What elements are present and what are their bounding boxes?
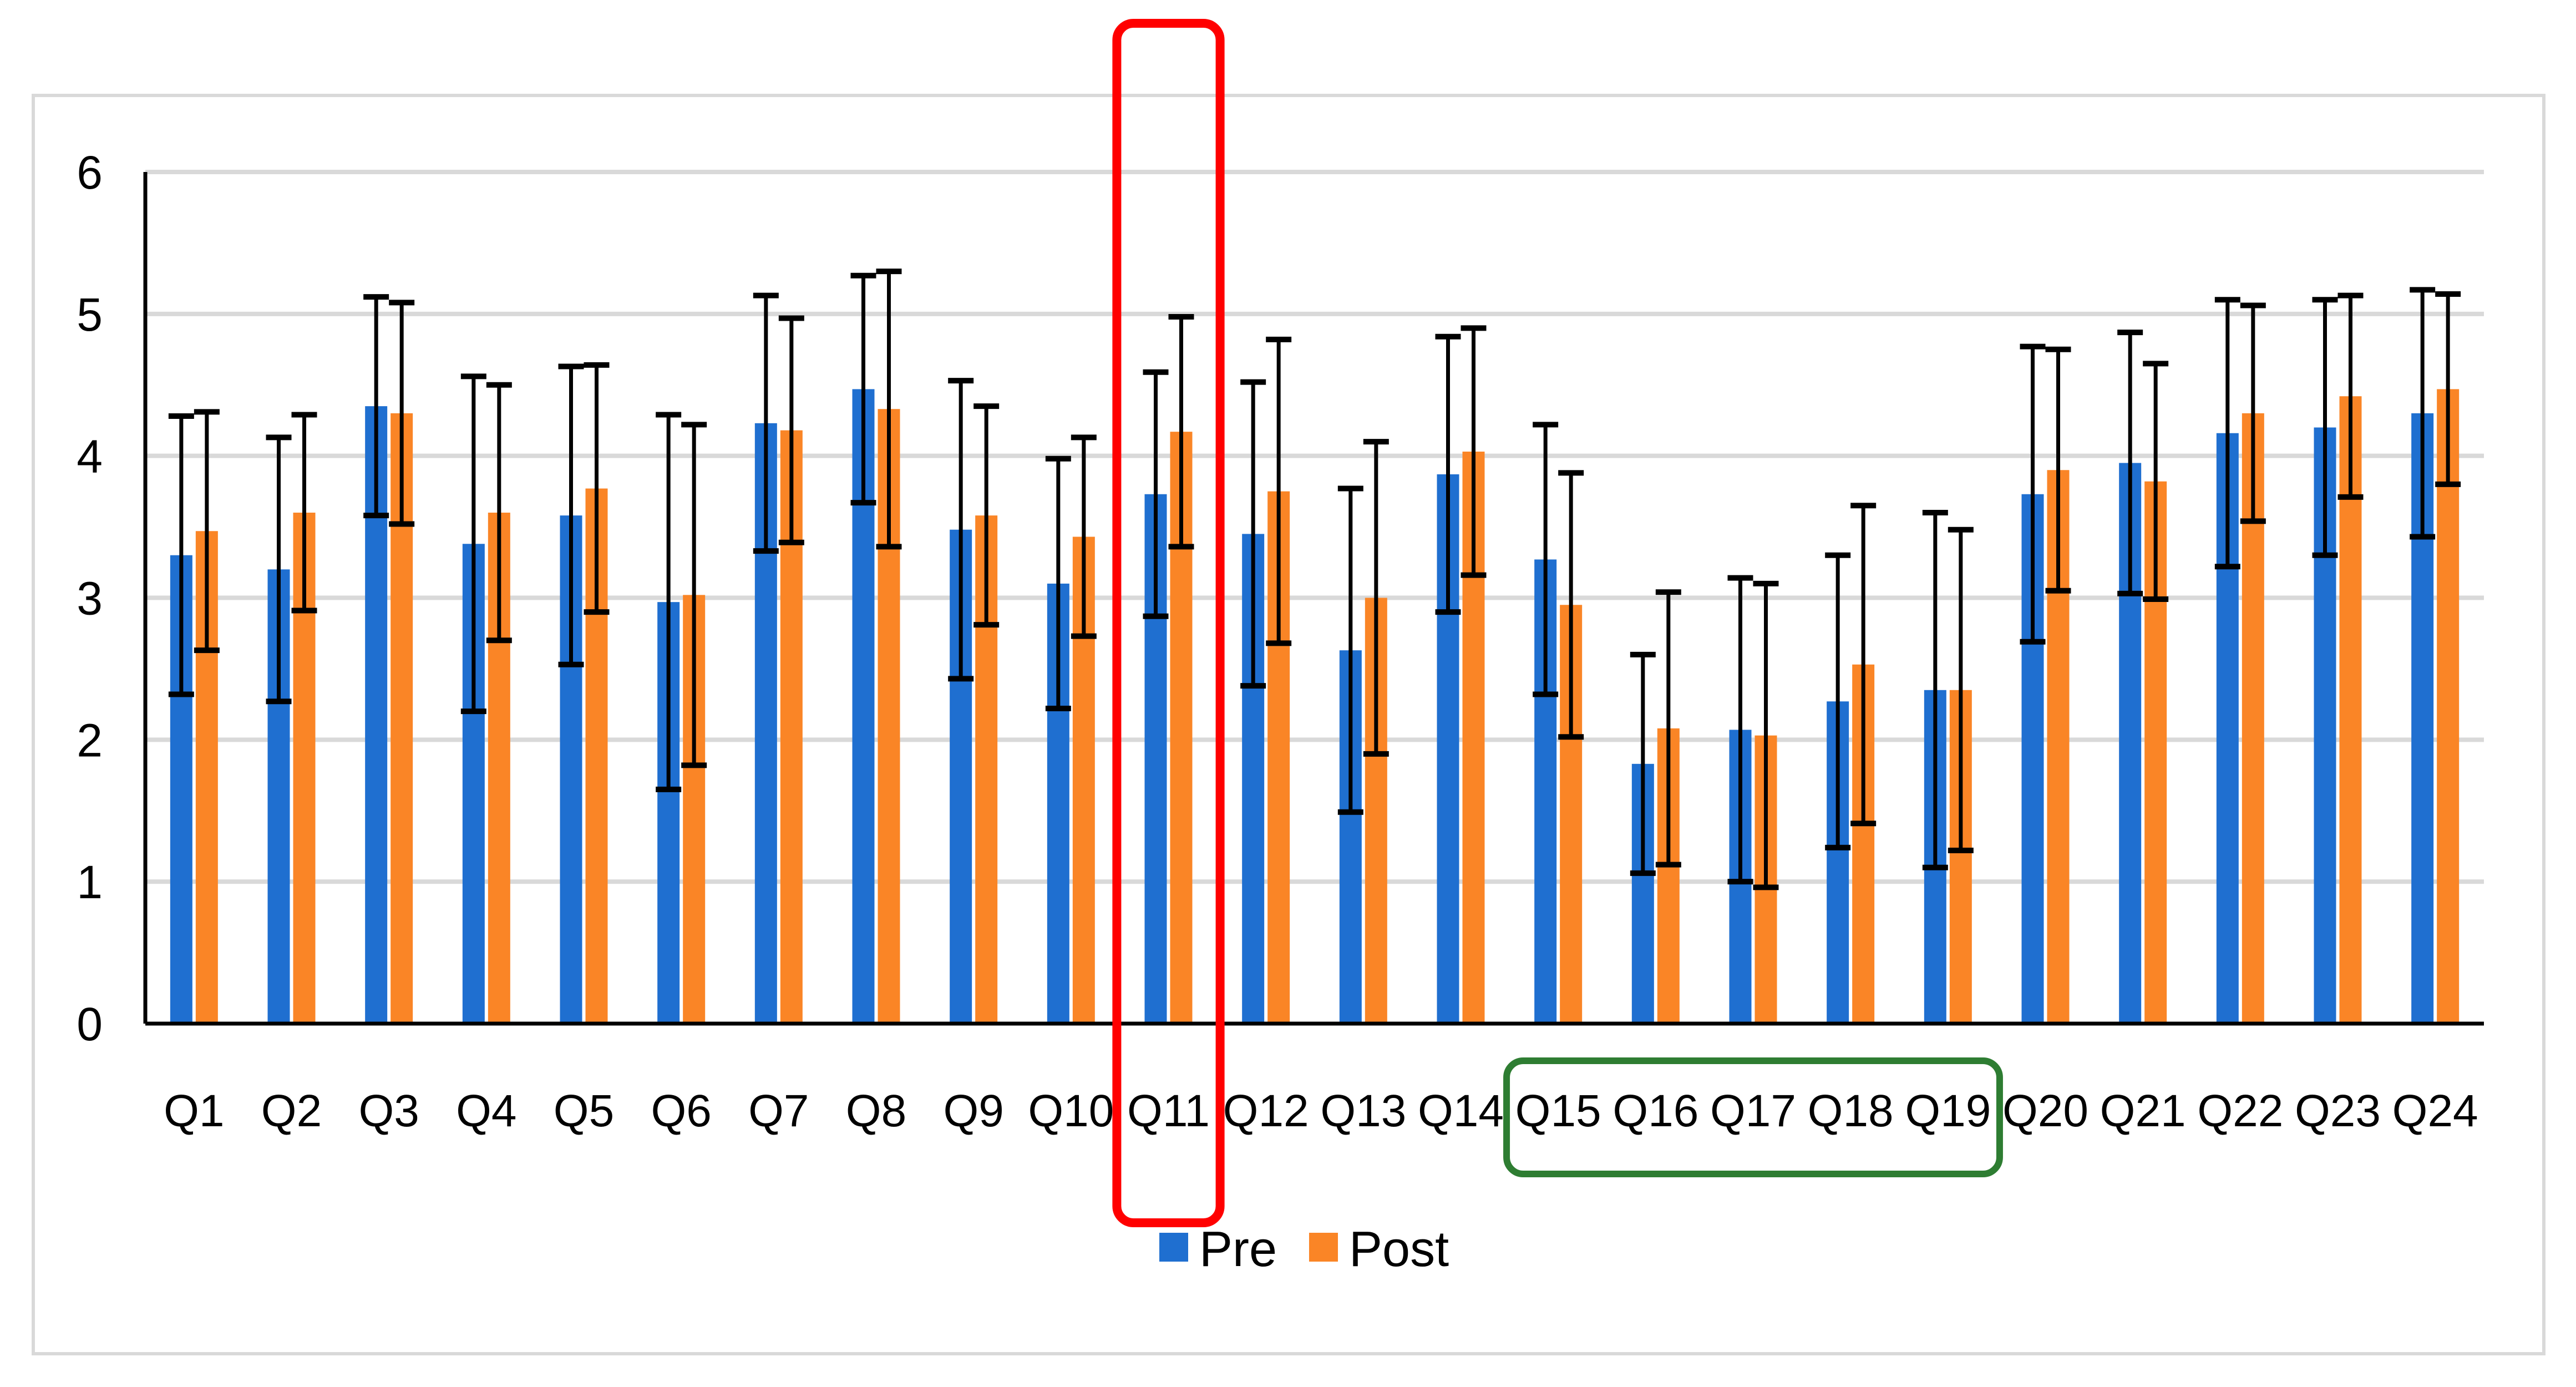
pre-legend-label[interactable]: Pre bbox=[1199, 1222, 1277, 1277]
highlight-box-red bbox=[1112, 19, 1225, 1227]
x-tick-label: Q1 bbox=[164, 1086, 224, 1136]
x-tick-label: Q11 bbox=[1127, 1086, 1210, 1136]
axes bbox=[143, 172, 2484, 1026]
x-tick-label: Q3 bbox=[358, 1086, 419, 1136]
x-tick-label: Q18 bbox=[1808, 1086, 1894, 1136]
x-tick-label: Q12 bbox=[1223, 1086, 1309, 1136]
gridlines bbox=[145, 170, 2484, 884]
x-tick-label: Q6 bbox=[651, 1086, 711, 1136]
x-tick-label: Q10 bbox=[1028, 1086, 1114, 1136]
x-tick-label: Q2 bbox=[261, 1086, 322, 1136]
post-legend-swatch[interactable] bbox=[1309, 1233, 1338, 1262]
error-bars bbox=[168, 269, 2461, 890]
x-tick-label: Q24 bbox=[2392, 1086, 2478, 1136]
y-tick-label: 6 bbox=[77, 146, 103, 199]
pre-legend-swatch[interactable] bbox=[1159, 1233, 1188, 1262]
highlight-box-green bbox=[1503, 1057, 2003, 1177]
axis-labels: 0 1 2 3 4 5 6 Q1 Q2 Q3 Q4 Q5 Q6 Q7 Q8 Q9 Q10 Q11 Q12 Q13 Q14… bbox=[77, 146, 2478, 1136]
x-tick-label: Q5 bbox=[554, 1086, 614, 1136]
x-tick-label: Q13 bbox=[1320, 1086, 1406, 1136]
x-tick-label: Q4 bbox=[456, 1086, 516, 1136]
y-tick-label: 4 bbox=[77, 431, 103, 483]
x-tick-label: Q21 bbox=[2100, 1086, 2186, 1136]
x-tick-label: Q19 bbox=[1905, 1086, 1991, 1136]
post-legend-label[interactable]: Post bbox=[1349, 1222, 1449, 1277]
x-tick-label: Q20 bbox=[2002, 1086, 2088, 1136]
post-bar bbox=[2437, 389, 2460, 1024]
y-tick-label: 1 bbox=[77, 856, 103, 908]
x-tick-label: Q8 bbox=[846, 1086, 906, 1136]
x-tick-label: Q23 bbox=[2295, 1086, 2381, 1136]
x-tick-label: Q14 bbox=[1418, 1086, 1504, 1136]
x-tick-label: Q16 bbox=[1612, 1086, 1698, 1136]
x-tick-label: Q22 bbox=[2197, 1086, 2283, 1136]
y-tick-label: 3 bbox=[77, 573, 103, 625]
x-tick-label: Q17 bbox=[1710, 1086, 1796, 1136]
legend[interactable]: Pre Post bbox=[1159, 1222, 1449, 1277]
y-tick-label: 0 bbox=[77, 998, 103, 1050]
x-tick-label: Q9 bbox=[943, 1086, 1003, 1136]
y-tick-label: 2 bbox=[77, 714, 103, 766]
y-tick-label: 5 bbox=[77, 288, 103, 341]
annotations bbox=[1112, 19, 2003, 1227]
post-bar bbox=[2339, 396, 2362, 1024]
x-tick-label: Q7 bbox=[748, 1086, 809, 1136]
x-tick-label: Q15 bbox=[1515, 1086, 1601, 1136]
